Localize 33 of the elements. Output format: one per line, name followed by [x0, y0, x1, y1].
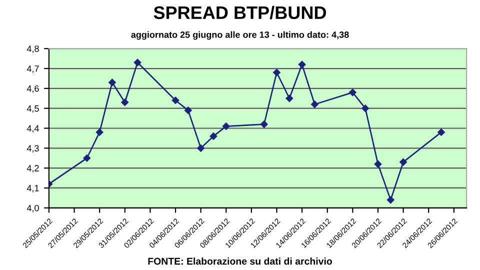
y-tick-label: 4,4	[26, 125, 39, 133]
point	[83, 154, 91, 162]
point	[134, 58, 142, 66]
point	[184, 106, 192, 114]
chart-title: SPREAD BTP/BUND	[154, 6, 326, 20]
point	[311, 100, 318, 108]
point	[108, 78, 116, 86]
point	[260, 120, 268, 128]
y-tick-label: 4,3	[26, 145, 39, 153]
point	[286, 94, 294, 102]
y-tick-label: 4,1	[26, 185, 39, 192]
point	[197, 144, 204, 152]
point	[374, 160, 382, 168]
point	[400, 158, 407, 166]
point	[298, 60, 306, 68]
y-tick-label: 4,6	[26, 85, 39, 93]
source-note: FONTE: Elaborazione su dati di archivio	[148, 258, 332, 265]
point	[222, 122, 230, 130]
y-tick-label: 4,2	[26, 165, 39, 172]
point	[210, 132, 218, 140]
point	[362, 104, 369, 112]
point	[349, 88, 356, 96]
point	[273, 68, 280, 76]
point	[438, 128, 445, 136]
point	[172, 96, 180, 104]
point	[96, 128, 104, 136]
point	[121, 98, 129, 106]
chart-subtitle: aggiornato 25 giugno alle ore 13 - ultimo dato: 4,38	[131, 31, 349, 40]
y-tick-label: 4,8	[26, 46, 39, 54]
point	[386, 196, 394, 204]
y-tick-label: 4,0	[26, 204, 39, 212]
y-tick-label: 4,7	[26, 66, 39, 73]
y-tick-label: 4,5	[26, 105, 39, 113]
